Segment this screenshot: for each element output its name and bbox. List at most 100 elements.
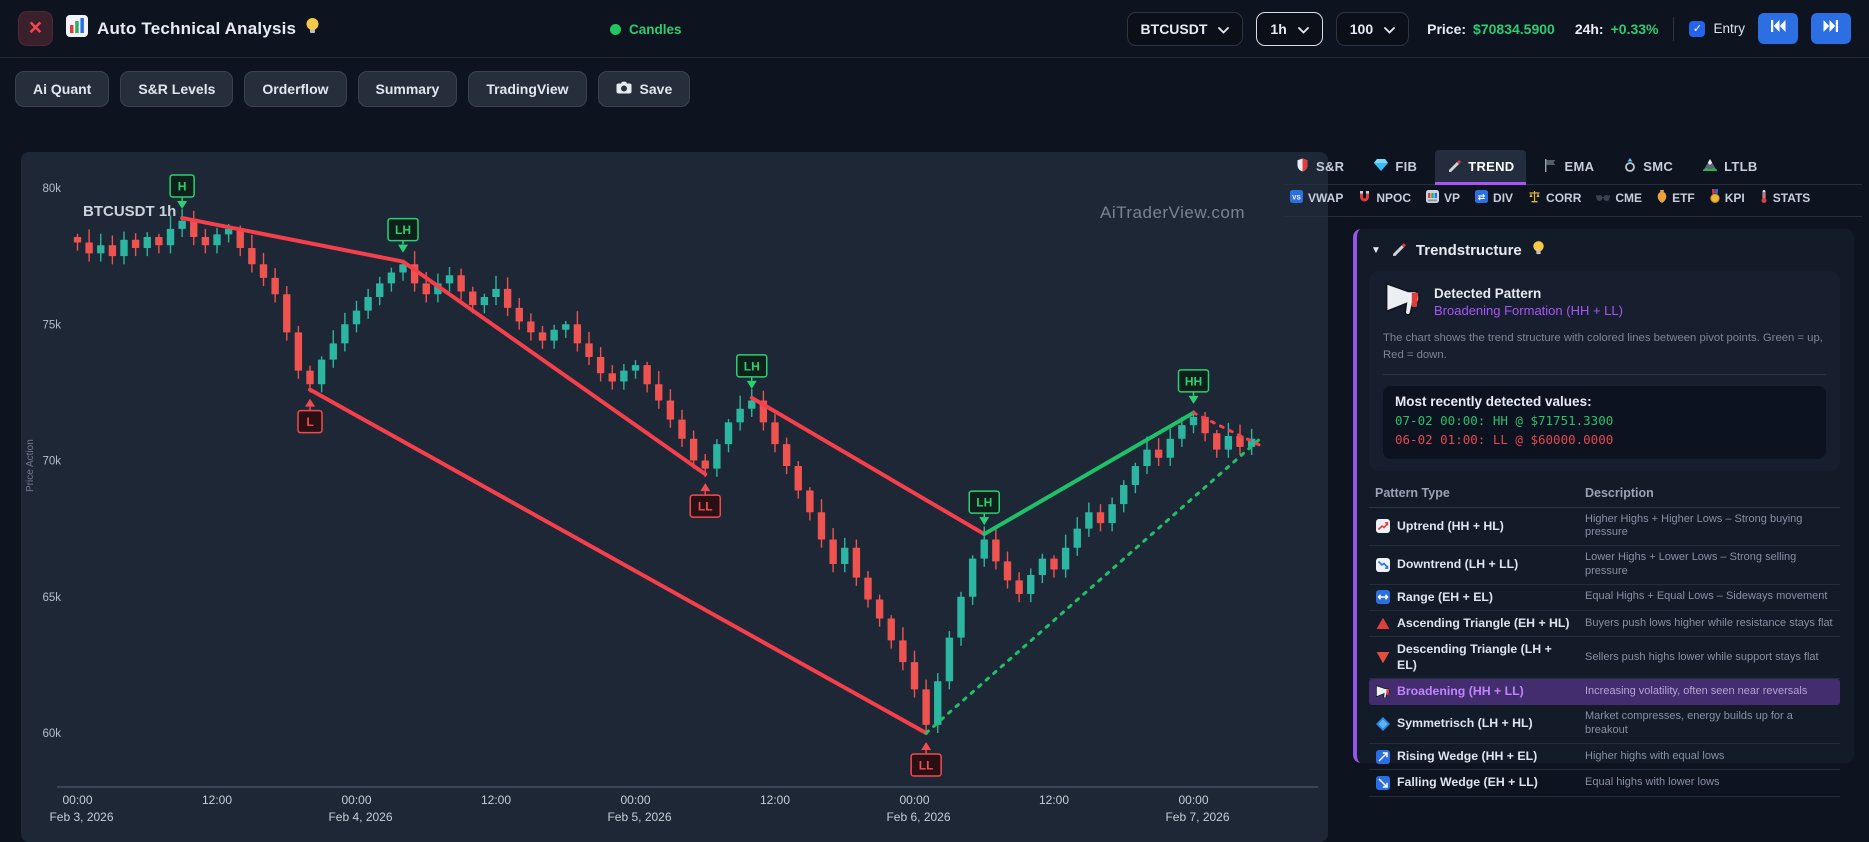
- tab-label: KPI: [1724, 190, 1745, 205]
- tab-vp[interactable]: VP: [1420, 185, 1466, 210]
- candle-body: [829, 539, 837, 565]
- recent-values-heading: Most recently detected values:: [1395, 394, 1592, 410]
- vs-icon: VS: [1290, 189, 1303, 206]
- candle-body: [596, 356, 605, 374]
- amphora-icon: [1657, 189, 1667, 206]
- tab-ltlb[interactable]: LTLB: [1691, 150, 1769, 184]
- orderflow-button[interactable]: Orderflow: [244, 71, 347, 107]
- skip-forward-button[interactable]: [1811, 13, 1851, 44]
- close-button[interactable]: ×: [18, 11, 53, 46]
- tab-ema[interactable]: EMA: [1532, 150, 1606, 184]
- candle-body: [108, 245, 117, 257]
- pattern-name: Symmetrisch (LH + HL): [1375, 716, 1571, 732]
- pivot-label-box: [689, 494, 721, 518]
- pivot-arrow: [305, 398, 315, 407]
- tab-trend[interactable]: TREND: [1435, 150, 1527, 185]
- candle-body: [131, 239, 140, 248]
- toolbar: Ai Quant S&R Levels Orderflow Summary Tr…: [15, 71, 691, 107]
- pattern-row-symmetrisch[interactable]: Symmetrisch (LH + HL) Market compresses, …: [1369, 705, 1840, 744]
- bar-chart-icon: [66, 15, 88, 42]
- desc-triangle-icon: [1375, 651, 1390, 664]
- candle-body: [1003, 561, 1012, 581]
- indicator-tabs-row2: VS VWAP NPOC VP ⇄ DIV CORR CME ETF KPI STATS: [1284, 185, 1862, 217]
- candle-body: [515, 307, 523, 322]
- tab-stats[interactable]: STATS: [1754, 185, 1817, 210]
- interval-select[interactable]: 1h: [1256, 11, 1323, 46]
- pattern-row-downtrend[interactable]: Downtrend (LH + LL) Lower Highs + Lower L…: [1369, 546, 1840, 585]
- pattern-name: Descending Triangle (LH + EL): [1375, 642, 1571, 673]
- pattern-row-falling[interactable]: Falling Wedge (EH + LL) Equal highs with …: [1369, 770, 1840, 797]
- megaphone-icon: [1375, 685, 1390, 699]
- save-button[interactable]: Save: [597, 71, 691, 107]
- pattern-name: Rising Wedge (HH + EL): [1375, 749, 1571, 764]
- price-chart[interactable]: 80k 75k 70k 65k 60k 00:00 Feb 3, 2026 12:00 00:0…: [21, 152, 1328, 842]
- candle-body: [771, 422, 779, 445]
- candle-body: [713, 444, 721, 469]
- sr-levels-button[interactable]: S&R Levels: [120, 71, 234, 107]
- collapse-triangle-icon[interactable]: ▼: [1371, 245, 1381, 256]
- tab-div[interactable]: ⇄ DIV: [1469, 185, 1519, 210]
- x-axis-time-tick: 00:00: [899, 793, 929, 807]
- tab-cme[interactable]: CME: [1590, 185, 1648, 210]
- candle-body: [864, 577, 872, 600]
- recent-value-ll: 06-02 01:00: LL @ $60000.0000: [1395, 431, 1614, 447]
- tab-npoc[interactable]: NPOC: [1352, 185, 1417, 210]
- candle-body: [527, 321, 535, 333]
- pattern-row-descending[interactable]: Descending Triangle (LH + EL) Sellers pus…: [1369, 637, 1840, 679]
- interval-select-value: 1h: [1270, 20, 1287, 37]
- chevron-down-icon: [1384, 21, 1396, 37]
- chart-canvas[interactable]: 80k 75k 70k 65k 60k 00:00 Feb 3, 2026 12:00 00:0…: [21, 152, 1328, 842]
- shield-icon: [1296, 158, 1309, 175]
- tab-kpi[interactable]: KPI: [1704, 185, 1751, 210]
- candle-body: [631, 365, 640, 371]
- pivot-label: LL: [698, 500, 713, 514]
- pen-icon: [1447, 158, 1462, 175]
- candle-body: [1213, 433, 1221, 450]
- pattern-row-range[interactable]: Range (EH + EL) Equal Highs + Equal Lows …: [1369, 585, 1840, 611]
- entry-checkbox[interactable]: ✓ Entry: [1689, 20, 1745, 37]
- skip-back-button[interactable]: [1758, 13, 1798, 44]
- lightbulb-icon: [305, 17, 320, 40]
- candle-body: [155, 237, 163, 246]
- pattern-row-broadening[interactable]: Broadening (HH + LL) Increasing volatilit…: [1369, 679, 1840, 706]
- lightbulb-icon: [1532, 240, 1545, 261]
- tab-fib[interactable]: FIB: [1362, 150, 1429, 184]
- tab-label: FIB: [1395, 159, 1418, 174]
- medal-icon: [1710, 189, 1720, 206]
- candle-count-select[interactable]: 100: [1335, 11, 1410, 46]
- pattern-description: Equal Highs + Equal Lows – Sideways move…: [1585, 590, 1828, 603]
- ai-quant-button[interactable]: Ai Quant: [15, 71, 110, 107]
- symbol-select-value: BTCUSDT: [1140, 20, 1208, 37]
- chevron-down-icon: [1218, 21, 1230, 37]
- candle-body: [1015, 580, 1023, 595]
- tab-corr[interactable]: CORR: [1522, 185, 1587, 210]
- pivot-arrow: [398, 244, 408, 253]
- candle-body: [492, 288, 500, 297]
- candle-body: [1201, 416, 1209, 434]
- x-axis-date-tick: Feb 6, 2026: [886, 810, 950, 824]
- summary-button[interactable]: Summary: [357, 71, 458, 107]
- pattern-row-ascending[interactable]: Ascending Triangle (EH + HL) Buyers push …: [1369, 611, 1840, 638]
- candle-body: [376, 283, 384, 297]
- pattern-row-uptrend[interactable]: Uptrend (HH + HL) Higher Highs + Higher L…: [1369, 508, 1840, 547]
- candle-body: [945, 637, 954, 682]
- y-axis-tick: 60k: [42, 728, 61, 740]
- top-bar: × Auto Technical Analysis Candles BTCUSD…: [0, 0, 1869, 58]
- candles-label: Candles: [629, 21, 682, 37]
- tradingview-button[interactable]: TradingView: [468, 71, 587, 107]
- candle-body: [1050, 558, 1058, 570]
- pattern-row-rising[interactable]: Rising Wedge (HH + EL) Higher highs with …: [1369, 744, 1840, 771]
- symbol-select[interactable]: BTCUSDT: [1126, 11, 1244, 46]
- candle-body: [1096, 512, 1105, 524]
- tab-sr[interactable]: S&R: [1284, 150, 1356, 184]
- green-dashed-trendline: [924, 434, 1265, 735]
- candle-body: [538, 332, 547, 341]
- candle-body: [364, 297, 372, 311]
- tab-smc[interactable]: SMC: [1612, 150, 1685, 184]
- pivot-label-box: [910, 753, 942, 777]
- tab-label: LTLB: [1724, 159, 1758, 174]
- thermometer-icon: [1760, 189, 1768, 206]
- x-axis-time-tick: 12:00: [760, 793, 790, 807]
- tab-etf[interactable]: ETF: [1651, 185, 1701, 210]
- tab-vwap[interactable]: VS VWAP: [1284, 185, 1349, 210]
